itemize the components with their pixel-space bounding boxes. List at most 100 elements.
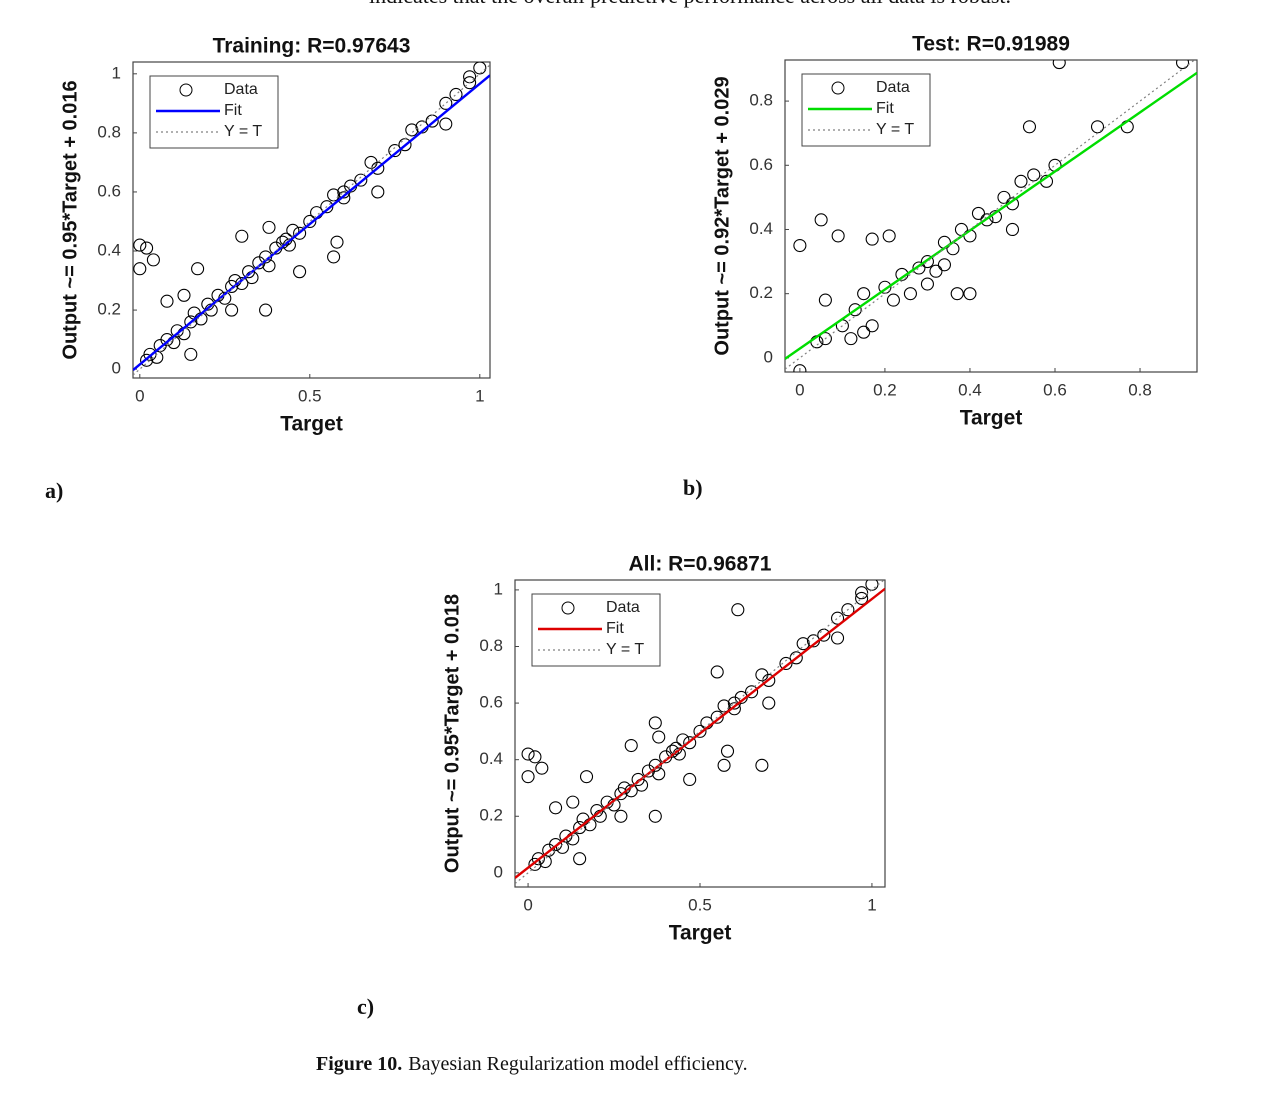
data-point <box>950 287 964 301</box>
legend-label: Data <box>606 599 640 616</box>
data-point <box>793 238 807 253</box>
data-point <box>177 288 191 302</box>
data-point <box>710 710 724 724</box>
data-point <box>371 185 385 199</box>
x-axis-label: Target <box>669 922 732 945</box>
data-point <box>937 258 951 272</box>
data-point <box>573 852 587 866</box>
x-tick-label: 0.5 <box>688 895 712 914</box>
data-point <box>929 264 943 278</box>
data-point <box>1052 60 1066 70</box>
data-point <box>886 293 900 307</box>
data-point <box>963 287 977 301</box>
plot-content <box>785 60 1197 372</box>
data-point <box>652 767 666 781</box>
panel-label: a) <box>45 478 63 503</box>
data-point <box>830 611 845 625</box>
data-point <box>920 255 934 269</box>
data-point <box>521 770 535 784</box>
data-point <box>160 294 174 308</box>
caption: Figure 10. Bayesian Regularization model … <box>316 1053 748 1075</box>
data-point <box>652 730 666 744</box>
data-point <box>146 253 160 267</box>
data-point <box>262 220 276 234</box>
y-tick-label: 0.8 <box>479 636 503 655</box>
data-point <box>1022 120 1037 134</box>
chart: Training: R=0.97643 Target Output ~= 0.95*… <box>59 35 491 436</box>
y-tick-label: 0.6 <box>97 181 121 200</box>
chart-title: Test: R=0.91989 <box>912 33 1070 56</box>
caption-label: Figure 10. <box>316 1053 402 1075</box>
data-point <box>717 758 731 772</box>
x-tick-label: 0.4 <box>958 380 982 399</box>
data-point <box>330 235 344 249</box>
legend-marker <box>561 601 575 615</box>
legend: Data Fit Y = T <box>801 73 931 147</box>
data-point <box>857 325 871 339</box>
legend: Data Fit Y = T <box>531 593 661 667</box>
plot-content <box>133 62 490 376</box>
data-point <box>160 333 174 347</box>
data-point <box>225 303 239 317</box>
data-point <box>184 347 198 361</box>
x-axis-label: Target <box>280 413 343 436</box>
caption-text: Bayesian Regularization model efficiency… <box>408 1053 747 1075</box>
y-tick-label: 1 <box>494 579 503 598</box>
data-point <box>831 229 845 243</box>
data-point <box>848 303 862 317</box>
x-tick-label: 1 <box>475 386 484 405</box>
y-tick-label: 0 <box>494 862 503 881</box>
data-point <box>439 96 453 110</box>
data-point <box>920 277 934 291</box>
data-point <box>841 603 855 617</box>
legend-label: Data <box>224 81 258 98</box>
y-axis-label: Output ~= 0.92*Target + 0.029 <box>711 76 733 355</box>
y-tick-label: 0.4 <box>479 749 503 768</box>
x-tick-label: 0 <box>523 895 532 914</box>
data-point <box>463 76 477 90</box>
data-point <box>648 758 662 772</box>
data-point <box>191 262 205 276</box>
data-point <box>293 226 307 240</box>
legend-label: Fit <box>606 620 624 637</box>
y-tick-label: 0.4 <box>749 219 773 238</box>
data-point <box>235 229 249 243</box>
x-axis-label: Target <box>960 407 1023 430</box>
x-tick-label: 0 <box>135 386 144 405</box>
data-point <box>184 315 198 329</box>
plot-content <box>515 580 885 885</box>
data-point <box>693 724 707 738</box>
x-tick-label: 0.6 <box>1043 380 1067 399</box>
data-point <box>573 821 587 835</box>
data-point <box>140 241 154 255</box>
chart: Test: R=0.91989 Target Output ~= 0.92*Targ… <box>711 33 1198 430</box>
legend-label: Y = T <box>224 123 262 140</box>
legend-label: Fit <box>876 100 894 117</box>
data-point <box>388 144 402 158</box>
y-tick-label: 0.4 <box>97 240 121 259</box>
data-point <box>855 591 869 605</box>
data-point <box>624 738 638 753</box>
y-tick-label: 0.6 <box>479 693 503 712</box>
data-point <box>614 809 628 823</box>
data-point <box>566 795 580 809</box>
data-point <box>528 750 542 764</box>
legend-marker <box>831 81 845 95</box>
data-point <box>882 229 896 243</box>
legend-label: Y = T <box>876 121 914 138</box>
data-point <box>865 232 879 246</box>
data-point <box>354 173 368 187</box>
data-point <box>779 656 793 671</box>
x-tick-label: 0.2 <box>873 380 897 399</box>
data-point <box>683 772 697 787</box>
cropped-text: indicates that the overall predictive pe… <box>369 0 1011 8</box>
data-point <box>731 603 745 617</box>
y-tick-label: 0.6 <box>749 155 773 174</box>
data-point <box>521 747 535 761</box>
data-point <box>796 637 810 651</box>
panel-label: c) <box>357 994 374 1019</box>
data-point <box>710 665 724 679</box>
legend-label: Y = T <box>606 641 644 658</box>
data-point <box>303 214 317 229</box>
